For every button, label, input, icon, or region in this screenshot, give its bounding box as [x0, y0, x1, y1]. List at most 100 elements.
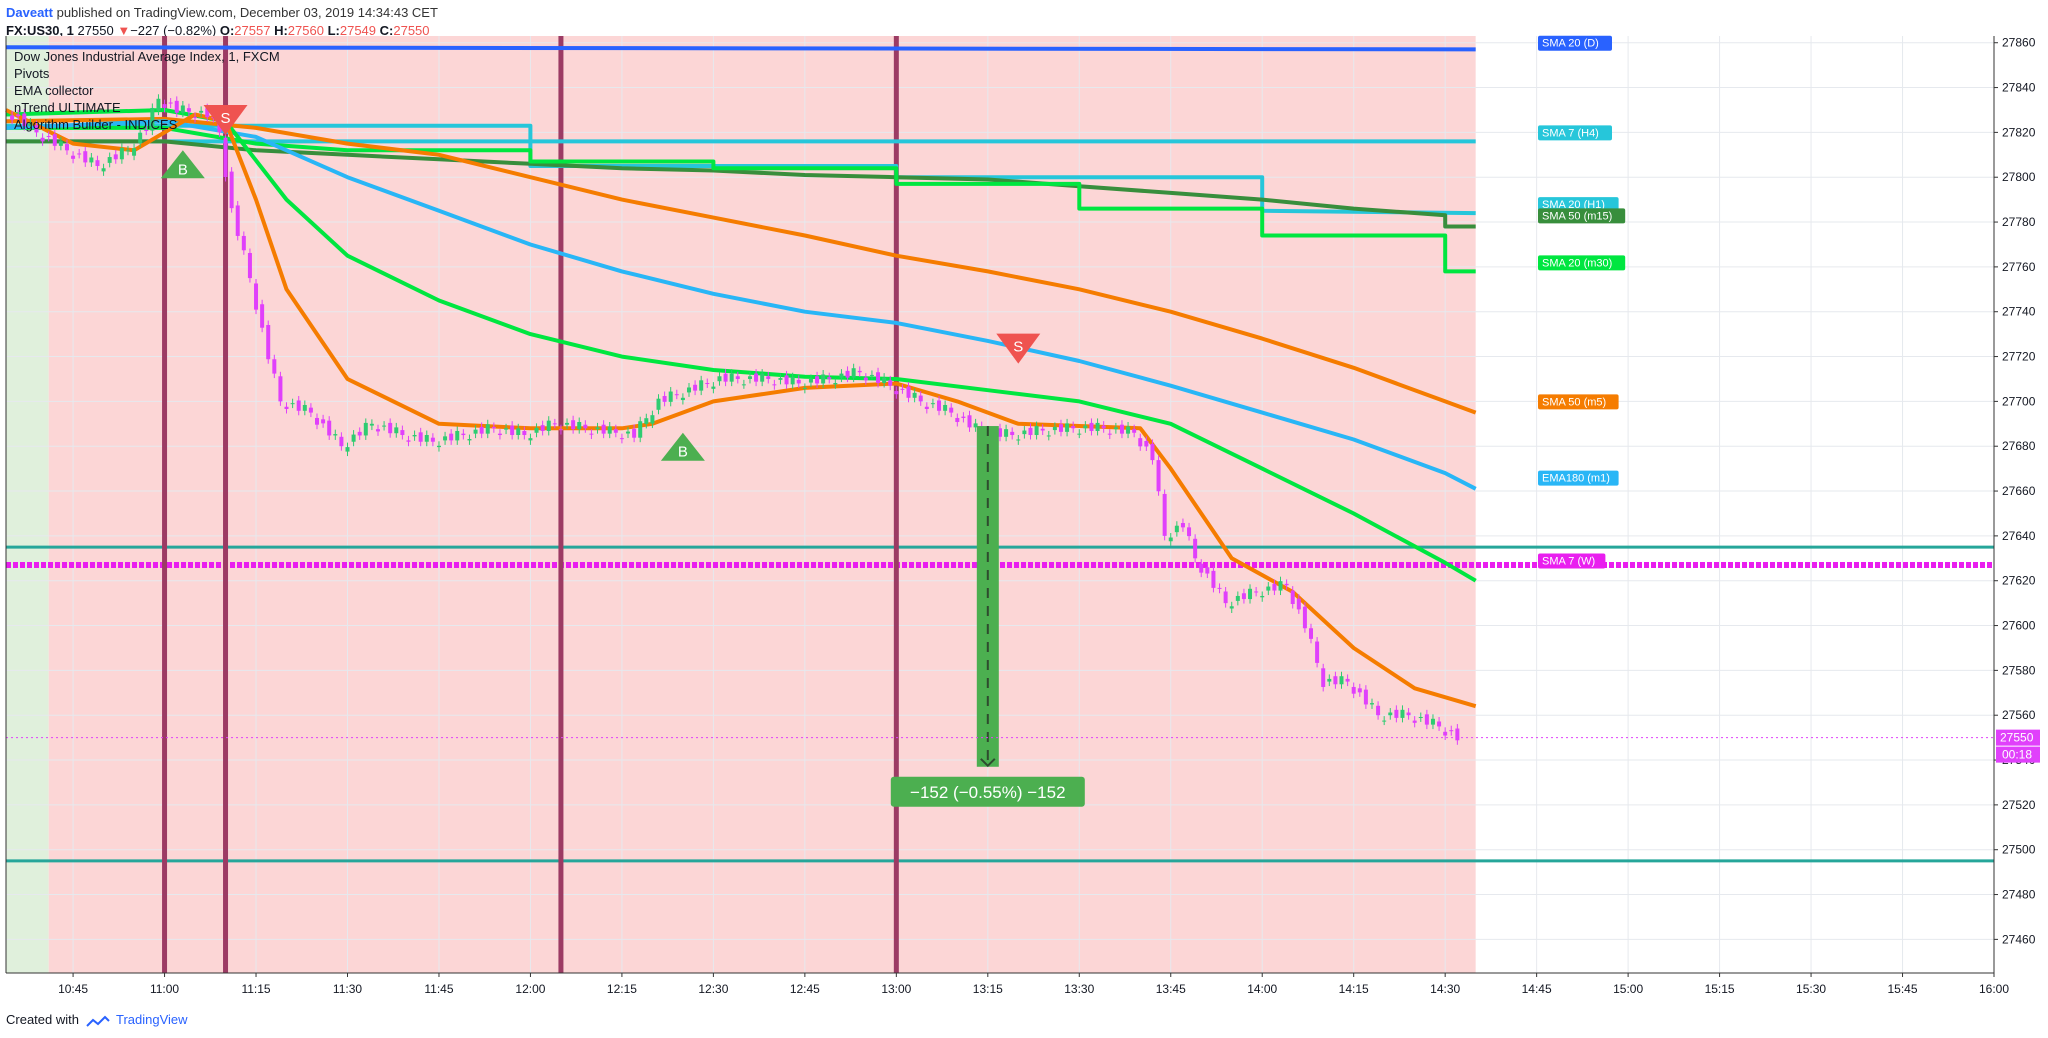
- x-tick-label: 16:00: [1979, 982, 2009, 996]
- created-with-text: Created with: [6, 1012, 79, 1027]
- x-tick-label: 14:15: [1339, 982, 1369, 996]
- tradingview-link[interactable]: TradingView: [116, 1012, 188, 1027]
- candle-body: [254, 283, 259, 310]
- y-tick-label: 27760: [2002, 260, 2036, 274]
- x-tick-label: 12:45: [790, 982, 820, 996]
- y-tick-label: 27680: [2002, 439, 2036, 453]
- candle-body: [138, 132, 143, 143]
- legend-item[interactable]: EMA collector: [14, 83, 94, 98]
- y-tick-label: 27640: [2002, 529, 2036, 543]
- candle-body: [1217, 587, 1222, 589]
- candle-body: [1022, 430, 1027, 435]
- candle-body: [284, 406, 289, 410]
- high-value: 27560: [287, 23, 324, 38]
- candle-body: [10, 115, 15, 120]
- candle-body: [1138, 438, 1143, 447]
- candle-body: [1248, 588, 1253, 600]
- measure-label: −152 (−0.55%) −152: [910, 783, 1065, 802]
- candle-body: [967, 415, 972, 428]
- candle-body: [1455, 728, 1460, 741]
- candle-body: [845, 370, 850, 378]
- series-sma-20-d-: [5, 45, 1476, 52]
- candle-body: [272, 359, 277, 374]
- candle-body: [1284, 583, 1289, 586]
- candle-body: [772, 384, 777, 386]
- close-label: C:: [379, 23, 394, 38]
- candle-body: [1089, 422, 1094, 431]
- candle-body: [388, 422, 393, 434]
- indicator-tag-label: SMA 7 (W): [1542, 556, 1595, 568]
- publish-line: Daveatt published on TradingView.com, De…: [6, 4, 1906, 22]
- candle-body: [863, 377, 868, 381]
- candle-body: [132, 148, 137, 156]
- candle-body: [1394, 709, 1399, 718]
- candle-body: [821, 374, 826, 384]
- candle-body: [626, 431, 631, 434]
- background-zone: [6, 36, 49, 973]
- legend-item[interactable]: Algorithm Builder - INDICES: [14, 117, 178, 132]
- x-tick-label: 13:00: [881, 982, 911, 996]
- bar-timer-label: 00:18: [2002, 748, 2032, 762]
- candle-body: [40, 137, 45, 142]
- candle-body: [1199, 563, 1204, 573]
- legend-item[interactable]: nTrend ULTIMATE: [14, 100, 121, 115]
- y-tick-label: 27660: [2002, 484, 2036, 498]
- candle-body: [790, 377, 795, 385]
- candle-body: [369, 423, 374, 426]
- y-tick-label: 27600: [2002, 619, 2036, 633]
- candle-body: [168, 102, 173, 104]
- x-tick-label: 12:30: [698, 982, 728, 996]
- candle-body: [882, 377, 887, 384]
- candle-body: [601, 424, 606, 434]
- indicator-tag-label: SMA 20 (D): [1542, 38, 1599, 50]
- y-tick-label: 27480: [2002, 888, 2036, 902]
- candle-body: [827, 377, 832, 379]
- candle-body: [1150, 443, 1155, 461]
- candle-body: [930, 403, 935, 405]
- author-link[interactable]: Daveatt: [6, 5, 53, 20]
- candle-body: [1339, 676, 1344, 685]
- candle-body: [808, 378, 813, 383]
- candle-body: [674, 394, 679, 396]
- candle-body: [961, 416, 966, 418]
- low-label: L:: [327, 23, 340, 38]
- candle-body: [540, 425, 545, 431]
- candle-body: [1278, 581, 1283, 591]
- candle-body: [89, 157, 94, 163]
- candle-body: [491, 426, 496, 429]
- candle-body: [754, 373, 759, 382]
- candle-body: [260, 304, 265, 328]
- symbol-label[interactable]: FX:US30, 1: [6, 23, 74, 38]
- candle-body: [571, 420, 576, 430]
- sell-signal-label: S: [221, 110, 231, 127]
- candle-body: [918, 395, 923, 402]
- candle-body: [150, 107, 155, 131]
- legend-item[interactable]: Dow Jones Industrial Average Index, 1, F…: [14, 49, 280, 64]
- candle-body: [1028, 427, 1033, 436]
- candle-body: [680, 397, 685, 401]
- x-tick-label: 15:00: [1613, 982, 1643, 996]
- candle-body: [998, 428, 1002, 437]
- candle-body: [363, 422, 368, 436]
- legend-item[interactable]: Pivots: [14, 66, 50, 81]
- candle-body: [937, 400, 942, 411]
- series-sma-50-m5-: [5, 116, 1477, 415]
- candle-body: [406, 440, 411, 442]
- candle-body: [235, 205, 240, 236]
- candle-body: [473, 429, 478, 434]
- candle-body: [418, 432, 423, 442]
- candle-body: [1449, 730, 1454, 732]
- candle-body: [95, 160, 100, 167]
- candle-body: [1180, 523, 1185, 528]
- candle-body: [516, 428, 521, 436]
- candle-body: [589, 433, 594, 435]
- candle-body: [1193, 538, 1198, 559]
- candle-body: [1016, 439, 1021, 441]
- candle-body: [1388, 712, 1393, 716]
- candle-body: [1406, 712, 1411, 716]
- candle-body: [1071, 426, 1076, 429]
- price-chart[interactable]: −152 (−0.55%) −152 B S B S Dow Jones Industri…: [0, 0, 2048, 1010]
- low-value: 27549: [339, 23, 377, 38]
- candle-body: [394, 427, 399, 434]
- candle-body: [327, 420, 332, 436]
